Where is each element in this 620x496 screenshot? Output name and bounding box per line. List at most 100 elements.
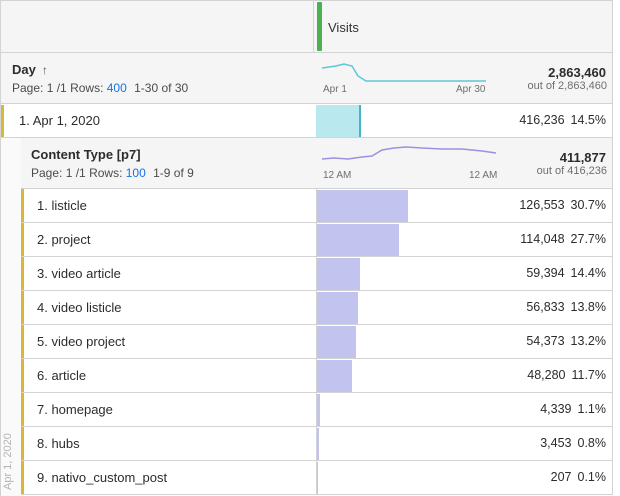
- row-percent: 30.7%: [570, 198, 606, 212]
- day-row-value: 416,236: [519, 113, 565, 127]
- dimension-total-out-of: out of 2,863,460: [527, 80, 607, 92]
- row-value-bar: [317, 224, 399, 256]
- column-divider: [316, 291, 317, 325]
- column-divider: [316, 189, 317, 223]
- row-label[interactable]: 6. article: [37, 368, 87, 383]
- row-selection-marker: [21, 189, 24, 222]
- day-row-bar: [316, 105, 359, 137]
- rows-per-page-selector[interactable]: 400: [106, 81, 127, 95]
- row-values: 126,553 30.7%: [519, 198, 606, 212]
- breakdown-axis-start: 12 AM: [323, 170, 352, 181]
- row-values: 207 0.1%: [551, 470, 606, 484]
- row-selection-marker: [21, 257, 24, 290]
- row-label[interactable]: 7. homepage: [37, 402, 113, 417]
- breakdown-row-range: 1-9 of 9: [153, 166, 194, 180]
- row-values: 48,280 11.7%: [527, 368, 606, 382]
- breakdown-total-out-of: out of 416,236: [536, 165, 607, 177]
- breakdown-total: 411,877: [559, 150, 606, 165]
- table-row-day[interactable]: [0, 104, 613, 138]
- row-label[interactable]: 8. hubs: [37, 436, 80, 451]
- row-value-bar: [317, 394, 320, 426]
- row-selection-marker: [21, 393, 24, 426]
- day-row-bar-edge: [359, 105, 361, 137]
- row-value-bar: [317, 292, 358, 324]
- row-value: 114,048: [520, 232, 565, 246]
- row-selection-marker: [21, 291, 24, 324]
- rows-label: Rows:: [70, 81, 104, 95]
- day-row-label[interactable]: 1. Apr 1, 2020: [19, 113, 100, 128]
- column-divider: [316, 359, 317, 393]
- day-trend-sparkline: [322, 63, 486, 82]
- row-values: 59,394 14.4%: [526, 266, 606, 280]
- breakdown-rows-label: Rows:: [89, 166, 123, 180]
- table-header: [0, 0, 613, 53]
- row-label[interactable]: 5. video project: [37, 334, 126, 349]
- row-values: 56,833 13.8%: [526, 300, 606, 314]
- breakdown-side-gutter: [0, 138, 21, 496]
- row-value-bar: [317, 360, 352, 392]
- column-divider: [316, 257, 317, 291]
- row-values: 3,453 0.8%: [540, 436, 606, 450]
- row-label[interactable]: 3. video article: [37, 266, 121, 281]
- row-value-bar: [317, 258, 360, 290]
- page-label[interactable]: Page: 1 /1: [12, 81, 67, 95]
- column-divider: [316, 325, 317, 359]
- row-percent: 11.7%: [571, 368, 606, 382]
- row-value-bar: [317, 326, 356, 358]
- row-selection-marker: [1, 105, 4, 137]
- row-selection-marker: [21, 359, 24, 392]
- breakdown-axis-end: 12 AM: [469, 170, 498, 181]
- row-selection-marker: [21, 223, 24, 256]
- breakdown-side-label: Apr 1, 2020: [2, 433, 14, 490]
- row-percent: 1.1%: [577, 402, 607, 416]
- row-value: 54,373: [526, 334, 565, 348]
- dimension-pagination: Page: 1 /1 Rows: 400 1-30 of 30: [12, 81, 188, 95]
- metric-drag-handle[interactable]: [317, 2, 322, 51]
- breakdown-trend-sparkline: [322, 146, 497, 160]
- column-divider: [316, 223, 317, 257]
- row-percent: 13.2%: [570, 334, 606, 348]
- row-selection-marker: [21, 461, 24, 494]
- row-value-bar: [317, 462, 318, 494]
- row-label[interactable]: 1. listicle: [37, 198, 87, 213]
- row-values: 4,339 1.1%: [540, 402, 606, 416]
- row-value-bar: [317, 428, 319, 460]
- breakdown-pagination: Page: 1 /1 Rows: 100 1-9 of 9: [31, 166, 194, 180]
- metric-column-header[interactable]: Visits: [328, 20, 359, 35]
- row-value: 126,553: [519, 198, 565, 212]
- row-value: 207: [550, 470, 572, 484]
- sparkline-axis-end: Apr 30: [456, 84, 486, 95]
- row-value: 48,280: [527, 368, 566, 382]
- breakdown-page-label[interactable]: Page: 1 /1: [31, 166, 86, 180]
- row-values: 54,373 13.2%: [526, 334, 606, 348]
- row-percent: 13.8%: [570, 300, 606, 314]
- day-row-percent: 14.5%: [570, 113, 606, 127]
- row-value: 3,453: [540, 436, 572, 450]
- breakdown-header-row: [21, 138, 613, 189]
- row-percent: 0.1%: [577, 470, 607, 484]
- breakdown-rows-per-page-selector[interactable]: 100: [125, 166, 146, 180]
- row-percent: 14.4%: [570, 266, 606, 280]
- row-label[interactable]: 9. nativo_custom_post: [37, 470, 168, 485]
- row-selection-marker: [21, 325, 24, 358]
- column-divider: [316, 393, 317, 427]
- row-percent: 0.8%: [577, 436, 607, 450]
- row-label[interactable]: 2. project: [37, 232, 91, 247]
- dimension-title-group: Day ↑: [12, 61, 48, 79]
- sparkline-axis-start: Apr 1: [323, 84, 347, 95]
- row-label[interactable]: 4. video listicle: [37, 300, 122, 315]
- row-value: 59,394: [526, 266, 565, 280]
- row-values: 114,048 27.7%: [520, 232, 606, 246]
- dimension-title[interactable]: Day: [12, 62, 36, 77]
- column-divider: [316, 427, 317, 461]
- dimension-total: 2,863,460: [548, 65, 606, 80]
- dimension-header-row: [0, 53, 613, 104]
- row-percent: 27.7%: [570, 232, 606, 246]
- header-divider: [313, 0, 314, 53]
- column-divider: [316, 461, 317, 495]
- row-value-bar: [317, 190, 408, 222]
- row-range: 1-30 of 30: [134, 81, 189, 95]
- breakdown-title[interactable]: Content Type [p7]: [31, 147, 141, 162]
- day-row-values: 416,236 14.5%: [519, 113, 606, 127]
- sort-arrow-up-icon[interactable]: ↑: [41, 63, 48, 77]
